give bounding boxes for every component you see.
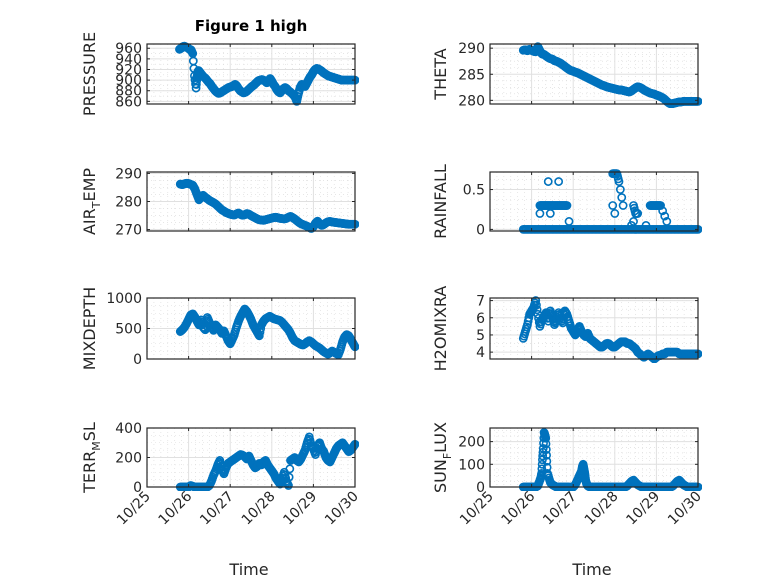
x-tick-label: 10/26	[156, 488, 196, 528]
data-point	[658, 206, 668, 216]
data-point	[554, 177, 564, 186]
data-series	[175, 432, 359, 491]
x-tick-label: 10/28	[239, 489, 279, 529]
axes-box	[489, 297, 699, 360]
axes-background	[490, 428, 698, 487]
data-point	[537, 464, 547, 474]
axes-box	[489, 171, 699, 232]
y-axis-label: H2OMIXRA	[431, 286, 450, 372]
y-tick-label: 290	[458, 41, 485, 57]
data-point	[614, 177, 624, 186]
data-point	[660, 211, 670, 221]
x-tick-label: 10/30	[665, 489, 705, 529]
data-point	[531, 296, 541, 305]
data-point	[618, 201, 628, 210]
x-tick-label: 10/30	[322, 489, 362, 529]
x-tick-label: 10/28	[582, 489, 622, 529]
subplot-theta: 280 285 290 THETA	[431, 41, 702, 109]
y-tick-label: 285	[458, 67, 485, 83]
y-tick-label: 900	[115, 73, 142, 89]
y-tick-label: 880	[115, 84, 142, 100]
chart-title: Figure 1 high	[195, 17, 308, 35]
data-point	[543, 177, 553, 186]
data-point	[641, 221, 651, 230]
data-point	[284, 481, 293, 490]
y-tick-label: 400	[115, 421, 142, 437]
x-tick-label: 10/29	[623, 489, 663, 529]
y-tick-label: 200	[458, 435, 485, 451]
data-point	[662, 217, 672, 226]
subplot-mixdepth: 0 500 1000 MIXDEPTH	[80, 287, 359, 370]
data-point	[615, 185, 625, 194]
x-tick-label: 10/26	[499, 488, 539, 528]
y-tick-label: 0	[133, 352, 142, 368]
y-tick-label: 270	[115, 223, 142, 239]
subplot-rainfall: 0 0.5 RAINFALL	[431, 164, 702, 239]
x-tick-label: 10/27	[540, 489, 580, 529]
y-axis-label: THETA	[431, 48, 450, 100]
y-tick-label: 6	[476, 311, 485, 327]
data-series	[518, 169, 702, 234]
data-series	[175, 304, 359, 360]
x-axis-label: Time	[571, 560, 611, 579]
y-axis-label: MIXDEPTH	[80, 287, 99, 370]
x-tick-label: 10/29	[280, 489, 320, 529]
data-point	[617, 193, 627, 202]
axes-box	[146, 43, 356, 105]
data-point	[532, 300, 541, 310]
data-point	[541, 433, 551, 443]
y-tick-label: 100	[458, 457, 485, 473]
y-tick-label: 960	[115, 41, 142, 57]
data-point	[562, 201, 572, 210]
data-point	[541, 439, 551, 449]
y-tick-label: 860	[115, 94, 142, 110]
y-axis-label: AIRTEMP	[80, 168, 103, 235]
y-tick-label: 280	[458, 93, 485, 109]
data-series	[518, 296, 702, 363]
data-point	[542, 456, 552, 466]
data-point	[608, 201, 618, 210]
data-point	[627, 221, 636, 230]
data-point	[541, 445, 551, 454]
data-point	[564, 217, 574, 226]
data-point	[633, 209, 643, 218]
data-point	[535, 209, 545, 218]
y-tick-label: 1000	[106, 291, 142, 307]
subplot-air: 270 280 290 AIRTEMP	[80, 166, 359, 239]
y-axis-label: TERRMSL	[80, 422, 103, 494]
data-point	[284, 472, 294, 482]
y-tick-label: 500	[115, 322, 142, 338]
data-point	[285, 464, 295, 474]
data-point	[610, 209, 620, 218]
y-tick-label: 7	[476, 294, 485, 310]
y-tick-label: 290	[115, 166, 142, 182]
y-tick-label: 0	[476, 480, 485, 496]
y-axis-label: RAINFALL	[431, 164, 450, 239]
y-axis-label: PRESSURE	[80, 32, 99, 116]
data-point	[532, 305, 542, 315]
y-tick-label: 0	[476, 222, 485, 238]
y-tick-label: 280	[115, 195, 142, 211]
y-tick-label: 200	[115, 451, 142, 467]
y-tick-label: 920	[115, 62, 142, 78]
data-series	[175, 41, 359, 106]
y-axis-label: SUNFLUX	[431, 422, 454, 493]
data-point	[545, 209, 555, 218]
y-tick-label: 940	[115, 52, 142, 68]
data-series	[518, 42, 702, 108]
y-tick-label: 0	[133, 480, 142, 496]
x-tick-label: 10/27	[197, 489, 237, 529]
y-tick-label: 0.5	[463, 183, 485, 199]
y-tick-label: 5	[476, 328, 485, 344]
x-axis-label: Time	[228, 560, 268, 579]
data-point	[656, 201, 665, 210]
y-tick-label: 4	[476, 345, 485, 361]
data-point	[542, 450, 551, 460]
axes-box	[489, 427, 699, 488]
